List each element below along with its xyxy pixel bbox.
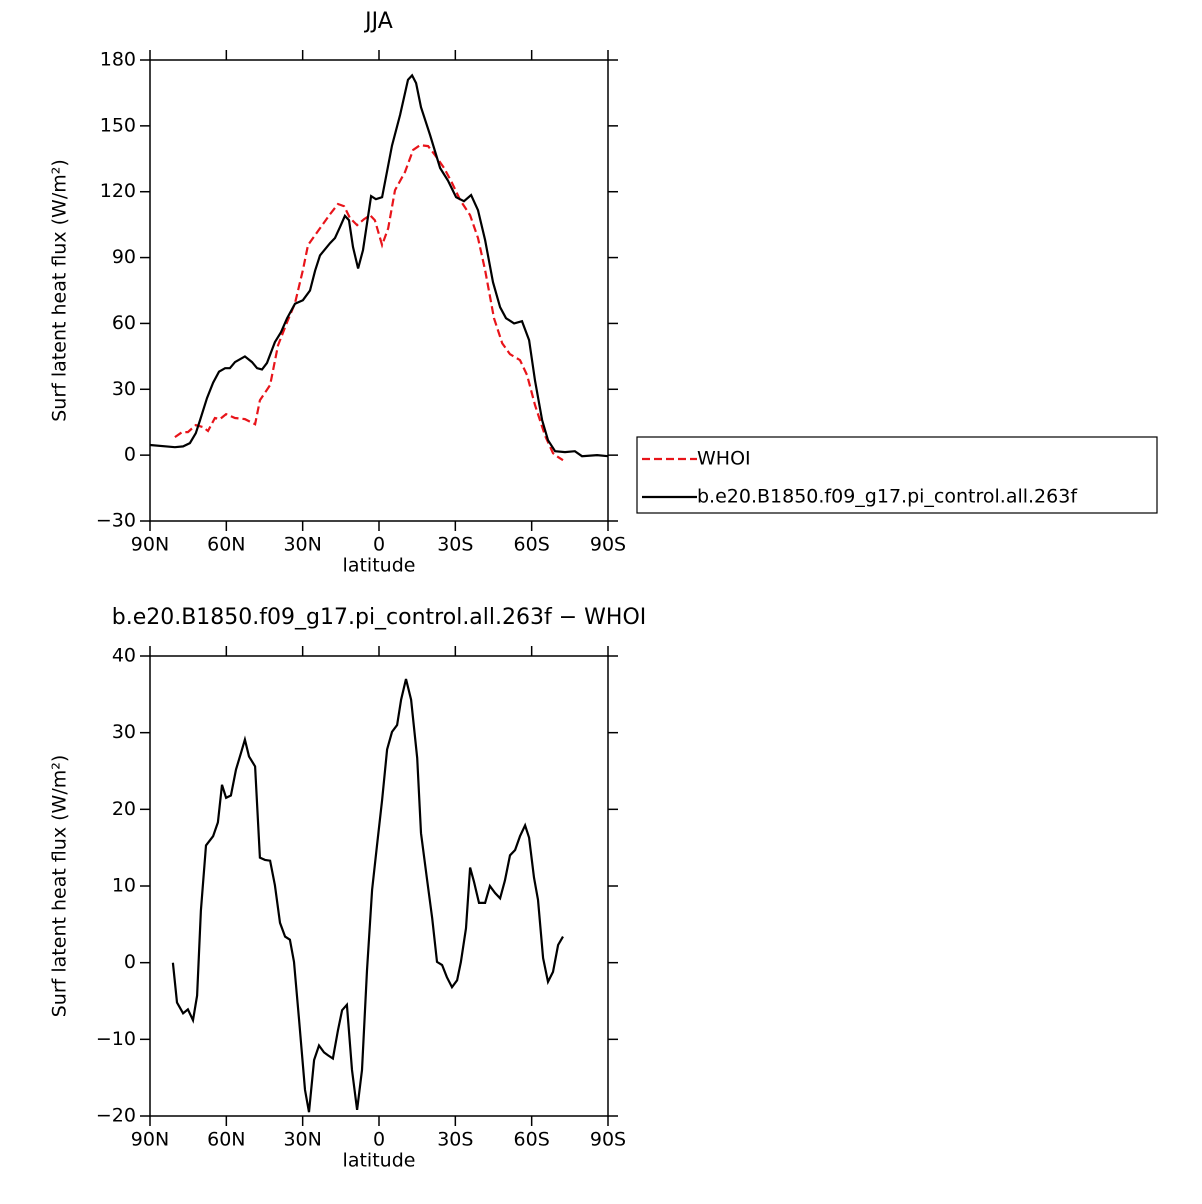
y-tick-label: 10 — [112, 875, 136, 897]
y-tick-label: 180 — [100, 49, 136, 71]
x-tick-label: 30S — [437, 1129, 473, 1151]
y-tick-label: 30 — [112, 378, 136, 400]
x-tick-label: 90N — [131, 534, 169, 556]
y-tick-label: 120 — [100, 180, 136, 202]
y-tick-label: 0 — [124, 951, 136, 973]
x-tick-label: 60N — [207, 534, 245, 556]
x-tick-label: 0 — [373, 1129, 385, 1151]
y-tick-label: −30 — [96, 510, 136, 532]
chart-title: b.e20.B1850.f09_g17.pi_control.all.263f … — [112, 605, 647, 630]
x-tick-label: 90S — [590, 1129, 626, 1151]
y-tick-label: 40 — [112, 645, 136, 667]
data-line — [174, 144, 564, 462]
y-axis-label: Surf latent heat flux (W/m²) — [49, 755, 71, 1018]
x-tick-label: 60S — [514, 534, 550, 556]
legend-label: b.e20.B1850.f09_g17.pi_control.all.263f — [697, 486, 1078, 508]
x-tick-label: 60S — [514, 1129, 550, 1151]
y-tick-label: 0 — [124, 444, 136, 466]
data-line — [149, 73, 609, 458]
legend-box — [636, 436, 1158, 514]
y-tick-label: 90 — [112, 246, 136, 268]
x-tick-label: 90N — [131, 1129, 169, 1151]
data-line — [171, 678, 564, 1113]
x-tick-label: 60N — [207, 1129, 245, 1151]
y-tick-label: −20 — [96, 1105, 136, 1127]
y-tick-label: 60 — [112, 312, 136, 334]
x-tick-label: 30N — [283, 534, 321, 556]
x-tick-label: 90S — [590, 534, 626, 556]
y-tick-label: 150 — [100, 114, 136, 136]
chart-title: JJA — [363, 9, 393, 34]
x-tick-label: 30S — [437, 534, 473, 556]
plot-frame — [149, 655, 609, 1117]
y-tick-label: 20 — [112, 798, 136, 820]
y-tick-label: 30 — [112, 721, 136, 743]
legend-label: WHOI — [697, 448, 751, 470]
x-tick-label: 0 — [373, 534, 385, 556]
y-tick-label: −10 — [96, 1028, 136, 1050]
x-axis-label: latitude — [343, 1150, 416, 1172]
x-tick-label: 30N — [283, 1129, 321, 1151]
x-axis-label: latitude — [343, 555, 416, 577]
plot-frame — [149, 59, 609, 522]
y-axis-label: Surf latent heat flux (W/m²) — [49, 159, 71, 422]
